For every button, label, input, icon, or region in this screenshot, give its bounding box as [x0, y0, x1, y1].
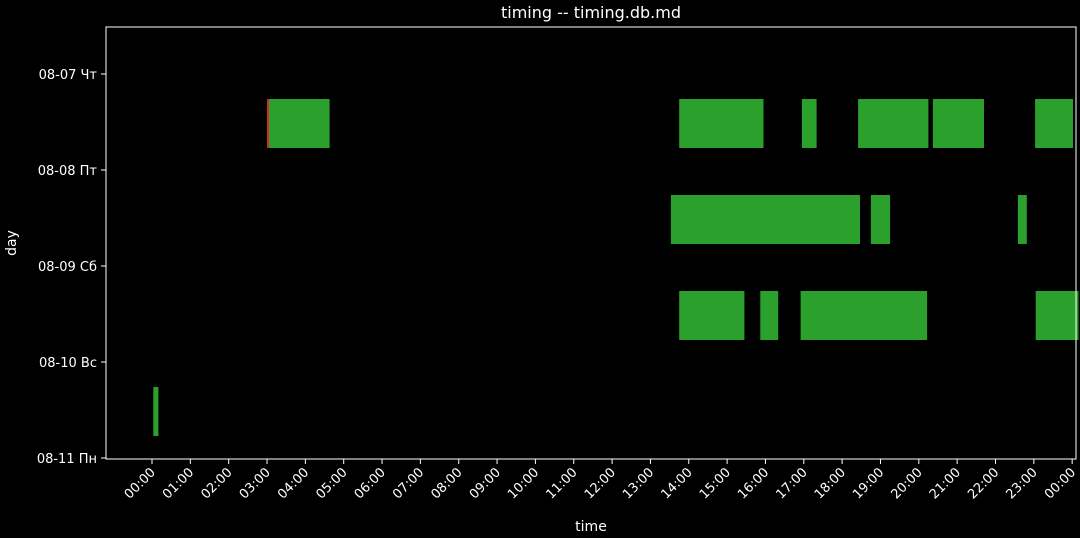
bars-layer	[153, 99, 1079, 436]
timeline-bar	[932, 99, 984, 148]
x-tick-label: 04:00	[275, 465, 312, 502]
x-tick-label: 07:00	[390, 465, 427, 502]
timeline-bar	[1017, 195, 1027, 244]
y-tick-label: 08-11 Пн	[37, 452, 97, 467]
x-tick-label: 20:00	[889, 465, 926, 502]
plot-background	[106, 27, 1076, 459]
timeline-bar	[267, 99, 330, 148]
x-tick-label: 09:00	[467, 465, 504, 502]
x-tick-label: 05:00	[313, 465, 350, 502]
x-tick-label: 13:00	[620, 465, 657, 502]
x-tick-label: 12:00	[582, 465, 619, 502]
accent-mark	[267, 99, 269, 148]
y-ticks: 08-07 Чт 08-08 Пт 08-09 Сб 08-10 Вс 08-11 Пн	[37, 68, 106, 467]
timeline-bar	[679, 291, 745, 340]
timeline-bar	[1069, 99, 1073, 148]
y-tick-label: 08-10 Вс	[39, 356, 97, 371]
x-ticks: 00:00 01:00 02:00 03:00 04:00 05:00 06:00 07:00…	[122, 459, 1079, 502]
timeline-bar	[679, 99, 764, 148]
timeline-bar	[1035, 99, 1069, 148]
chart-title: timing -- timing.db.md	[501, 3, 681, 22]
x-tick-label: 02:00	[198, 465, 235, 502]
x-tick-label: 10:00	[505, 465, 542, 502]
x-tick-label: 16:00	[735, 465, 772, 502]
x-tick-label: 00:00	[122, 465, 159, 502]
x-tick-label: 11:00	[543, 465, 580, 502]
x-axis-label: time	[575, 519, 607, 535]
timeline-bar	[801, 99, 817, 148]
x-tick-label: 21:00	[927, 465, 964, 502]
x-tick-label: 23:00	[1004, 465, 1041, 502]
timeline-bar	[153, 387, 159, 436]
timeline-bar	[858, 99, 929, 148]
timeline-bar	[870, 195, 891, 244]
x-tick-label: 15:00	[697, 465, 734, 502]
x-tick-label: 22:00	[965, 465, 1002, 502]
x-tick-label: 06:00	[352, 465, 389, 502]
y-tick-label: 08-07 Чт	[39, 68, 98, 83]
x-tick-label: 00:00	[1042, 465, 1079, 502]
y-tick-label: 08-09 Сб	[38, 260, 97, 275]
x-tick-label: 01:00	[160, 465, 197, 502]
x-tick-label: 03:00	[237, 465, 274, 502]
timeline-bar	[760, 291, 779, 340]
plot-frame	[105, 26, 1077, 460]
x-tick-label: 17:00	[774, 465, 811, 502]
timeline-bar	[1035, 291, 1079, 340]
x-tick-label: 14:00	[659, 465, 696, 502]
x-tick-label: 19:00	[850, 465, 887, 502]
x-tick-label: 08:00	[428, 465, 465, 502]
timeline-bar	[800, 291, 928, 340]
timeline-bar	[670, 195, 860, 244]
y-axis-label: day	[4, 230, 20, 256]
x-tick-label: 18:00	[812, 465, 849, 502]
y-tick-label: 08-08 Пт	[38, 164, 98, 179]
